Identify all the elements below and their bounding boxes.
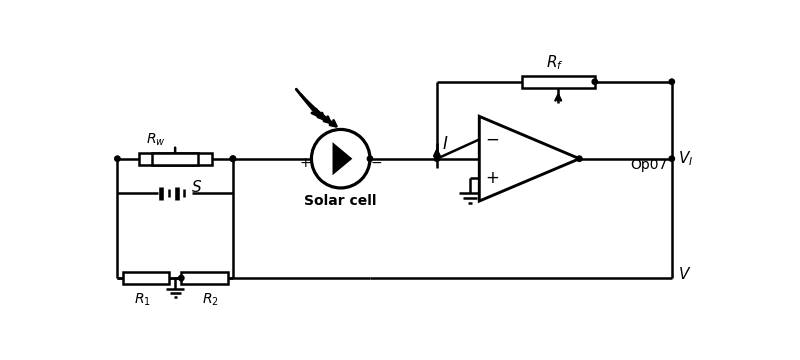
Circle shape bbox=[114, 156, 120, 161]
Text: $R_f$: $R_f$ bbox=[546, 54, 563, 72]
Text: Solar cell: Solar cell bbox=[305, 194, 377, 208]
Circle shape bbox=[178, 275, 184, 281]
Text: $I$: $I$ bbox=[442, 136, 449, 153]
Text: $R_w$: $R_w$ bbox=[146, 131, 166, 148]
Bar bbox=[122, 272, 169, 284]
Circle shape bbox=[669, 156, 674, 161]
Text: −: − bbox=[486, 130, 499, 148]
Text: +: + bbox=[299, 156, 310, 170]
Text: Op07: Op07 bbox=[630, 158, 668, 172]
Text: $S$: $S$ bbox=[190, 179, 202, 195]
Text: −: − bbox=[370, 156, 382, 170]
Bar bbox=[522, 76, 595, 88]
Bar bbox=[182, 272, 227, 284]
Text: +: + bbox=[486, 169, 499, 187]
Polygon shape bbox=[479, 116, 579, 201]
Text: $R_2$: $R_2$ bbox=[202, 292, 219, 308]
Circle shape bbox=[230, 156, 235, 161]
Text: $V_I$: $V_I$ bbox=[678, 149, 694, 168]
Circle shape bbox=[230, 156, 235, 161]
Bar bbox=[152, 153, 198, 165]
Circle shape bbox=[434, 156, 440, 161]
Circle shape bbox=[311, 130, 370, 188]
Text: $R_1$: $R_1$ bbox=[134, 292, 150, 308]
Circle shape bbox=[577, 156, 582, 161]
Text: $V$: $V$ bbox=[678, 266, 691, 282]
Circle shape bbox=[367, 156, 373, 161]
Polygon shape bbox=[334, 145, 350, 172]
Circle shape bbox=[592, 79, 598, 84]
Circle shape bbox=[669, 79, 674, 84]
Bar bbox=[138, 153, 212, 165]
